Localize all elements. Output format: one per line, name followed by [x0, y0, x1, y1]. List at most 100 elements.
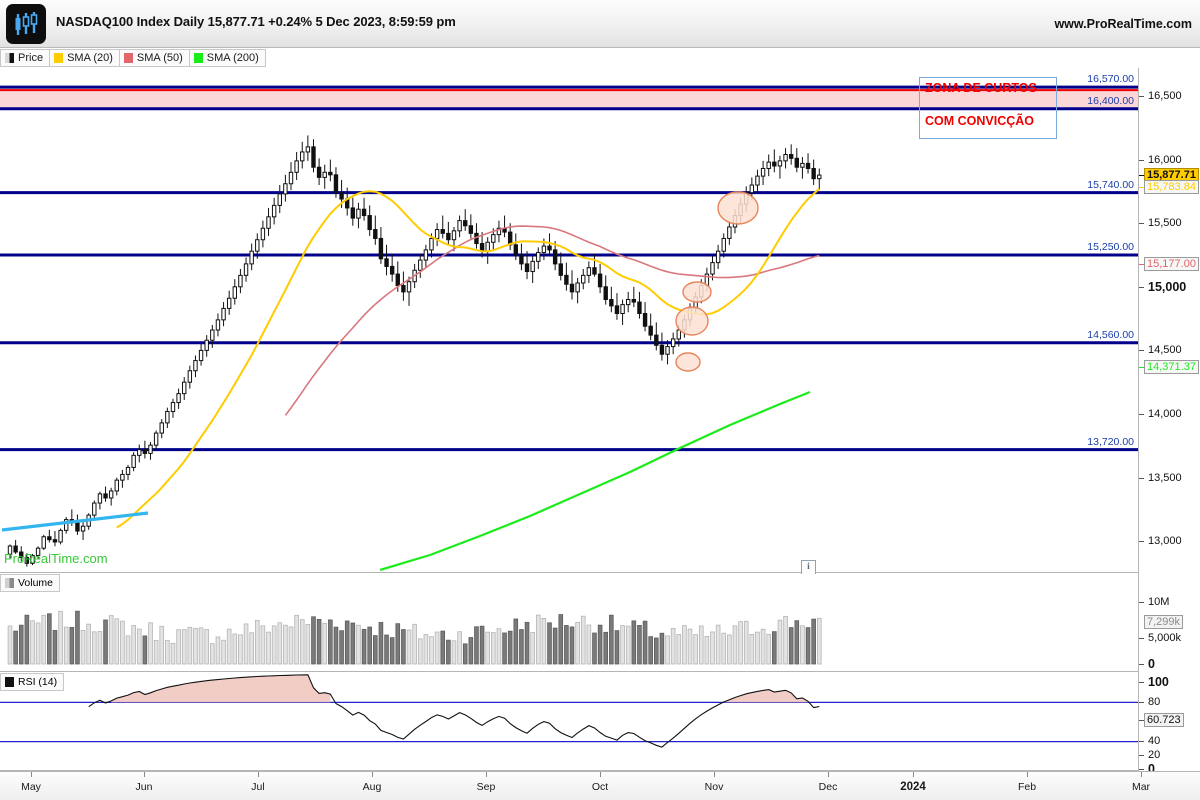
sma50-swatch-icon [123, 53, 133, 63]
annotation-com-conviccao: COM CONVICÇÃO [925, 114, 1035, 128]
axis-value-sma200[interactable]: 14,371.37 [1144, 359, 1199, 374]
time-axis[interactable]: May Jun Jul Aug Sep Oct Nov Dec 2024 Feb Mar [0, 771, 1200, 800]
volume-current-value[interactable]: 7,299k [1144, 615, 1184, 629]
volume-panel[interactable]: Volume [0, 574, 1138, 672]
time-tick-mark [828, 772, 829, 777]
rsi-label: RSI (14) [18, 676, 58, 688]
axis-tick-15,000: 15,000 [1148, 279, 1187, 294]
watermark: ProRealTime.com [4, 551, 108, 566]
time-tick-jul: Jul [251, 781, 265, 793]
level-label: 15,740.00 [1087, 178, 1134, 191]
axis-tick-15,500: 15,500 [1148, 217, 1182, 230]
page-title: NASDAQ100 Index Daily 15,877.71 +0.24% 5… [56, 14, 456, 29]
time-tick-aug: Aug [362, 781, 382, 793]
time-tick-mark [913, 772, 914, 777]
axis-tick-mark [1139, 755, 1144, 756]
annotation-box-frame[interactable] [919, 77, 1057, 139]
axis-value-tick [1139, 175, 1144, 177]
axis-tick-16,000: 16,000 [1148, 153, 1182, 166]
rsi-swatch-icon [5, 677, 14, 687]
rsi-current-value[interactable]: 60.723 [1144, 713, 1184, 727]
time-tick-oct: Oct [591, 781, 609, 793]
axis-value-last-price[interactable]: 15,877.71 [1144, 168, 1199, 183]
time-tick-2024: 2024 [900, 781, 926, 793]
legend-item-sma50[interactable]: SMA (50) [119, 49, 190, 67]
axis-tick-mark [1139, 720, 1144, 721]
axis-tick-mark [1139, 702, 1144, 703]
axis-tick-mark [1139, 477, 1144, 479]
level-label: 13,720.00 [1087, 435, 1134, 448]
rsi-tick-40: 40 [1148, 735, 1161, 747]
time-tick-may: May [21, 781, 41, 793]
time-tick-nov: Nov [704, 781, 724, 793]
price-swatch-icon [5, 53, 14, 63]
axis-tick-mark [1139, 602, 1144, 603]
brand-url: www.ProRealTime.com [1054, 17, 1192, 31]
volume-tick-10M: 10M [1148, 596, 1170, 608]
axis-value-tick [1139, 366, 1144, 368]
level-label: 15,250.00 [1087, 240, 1134, 253]
price-chart-panel[interactable]: ProRealTime.com i 16,570.00 16,400.00 15,7… [0, 68, 1138, 599]
axis-tick-14,500: 14,500 [1148, 344, 1182, 357]
axis-tick-mark [1139, 223, 1144, 225]
time-tick-feb: Feb [1017, 781, 1037, 793]
rsi-tick-0: 0 [1148, 762, 1155, 776]
time-tick-mark [486, 772, 487, 777]
time-tick-mark [714, 772, 715, 777]
legend-item-sma200[interactable]: SMA (200) [189, 49, 266, 67]
rsi-legend[interactable]: RSI (14) [0, 673, 65, 691]
axis-tick-mark [1139, 159, 1144, 161]
price-axis[interactable]: 13,000 13,500 14,000 14,500 15,000 15,500 16,0… [1138, 68, 1200, 776]
level-label: 14,560.00 [1087, 328, 1134, 341]
app-header: NASDAQ100 Index Daily 15,877.71 +0.24% 5… [0, 0, 1200, 48]
axis-value-sma20[interactable]: 15,783.84 [1144, 180, 1199, 195]
axis-tick-mark [1139, 95, 1144, 97]
axis-value-tick [1139, 187, 1144, 189]
time-tick-mark [31, 772, 32, 777]
axis-tick-mark [1139, 286, 1144, 288]
axis-tick-mark [1139, 682, 1144, 683]
indicator-legend: Price SMA (20) SMA (50) SMA (200) [0, 49, 266, 67]
axis-tick-16,500: 16,500 [1148, 89, 1182, 102]
time-tick-sep: Sep [476, 781, 496, 793]
rsi-tick-100: 100 [1148, 675, 1169, 689]
volume-tick-0: 0 [1148, 657, 1155, 671]
legend-label: Price [18, 52, 44, 64]
prorealtime-logo-icon [6, 4, 46, 44]
time-tick-mark [258, 772, 259, 777]
annotation-zona-de-curtos: ZONA DE CURTOS [925, 81, 1037, 95]
rsi-panel[interactable]: RSI (14) [0, 673, 1138, 771]
level-label: 16,570.00 [1087, 73, 1134, 86]
info-icon[interactable]: i [801, 560, 816, 575]
axis-tick-14,000: 14,000 [1148, 407, 1182, 420]
rsi-tick-20: 20 [1148, 749, 1161, 761]
rsi-tick-80: 80 [1148, 696, 1161, 708]
time-tick-mark [600, 772, 601, 777]
sma200-swatch-icon [193, 53, 203, 63]
price-chart-canvas [0, 85, 1138, 599]
legend-item-sma20[interactable]: SMA (20) [50, 49, 120, 67]
level-label: 16,400.00 [1087, 94, 1134, 107]
volume-label: Volume [18, 577, 54, 589]
axis-value-sma50[interactable]: 15,177.00 [1144, 257, 1199, 272]
legend-label: SMA (20) [67, 52, 113, 64]
legend-label: SMA (50) [136, 52, 183, 64]
sma20-swatch-icon [54, 53, 64, 63]
volume-tick-5000k: 5,000k [1148, 632, 1182, 644]
rsi-canvas [0, 674, 1138, 748]
axis-tick-mark [1139, 350, 1144, 352]
legend-item-price[interactable]: Price [0, 49, 51, 67]
axis-tick-mark [1139, 413, 1144, 415]
axis-tick-mark [1139, 638, 1144, 639]
time-tick-jun: Jun [135, 781, 153, 793]
legend-label: SMA (200) [206, 52, 259, 64]
time-tick-mark [144, 772, 145, 777]
axis-tick-13,500: 13,500 [1148, 471, 1182, 484]
axis-tick-mark [1139, 769, 1144, 770]
time-tick-mar: Mar [1131, 781, 1151, 793]
volume-swatch-icon [5, 578, 14, 588]
time-tick-mark [372, 772, 373, 777]
volume-legend[interactable]: Volume [0, 574, 61, 592]
axis-tick-mark [1139, 664, 1144, 665]
axis-tick-13,000: 13,000 [1148, 535, 1182, 548]
